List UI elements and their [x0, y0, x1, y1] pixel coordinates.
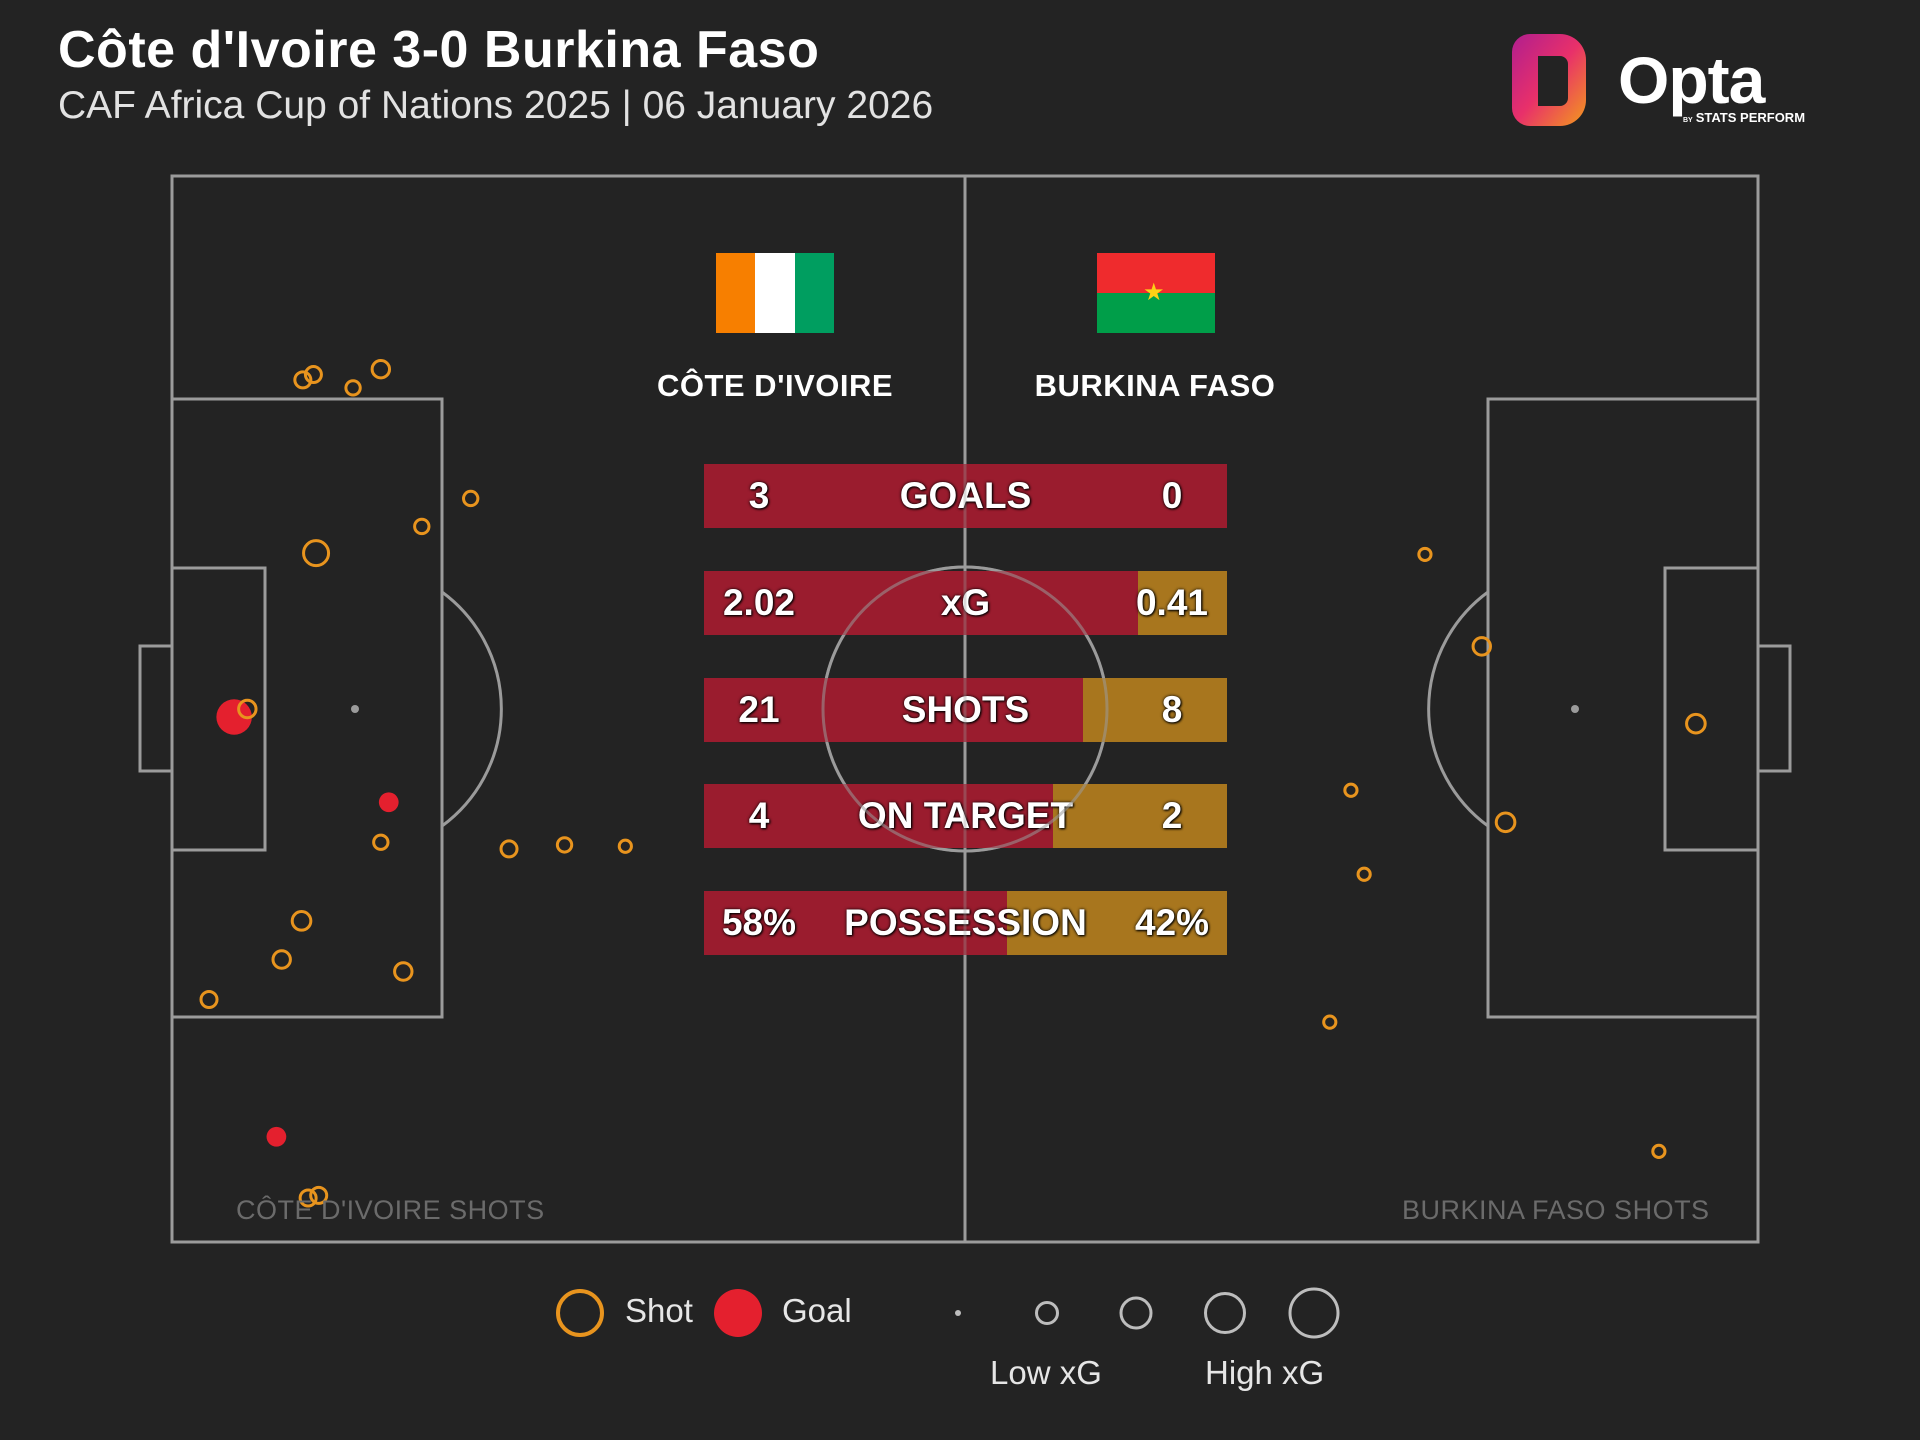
left-penalty-area: [170, 397, 444, 1019]
home-value: 4: [748, 795, 770, 836]
cote-divoire-flag: [716, 253, 834, 333]
shot-marker: [372, 833, 390, 851]
flag-band-green: [1097, 293, 1215, 333]
home-value: 21: [738, 689, 780, 730]
home-value: 2.02: [722, 582, 795, 623]
away-shots-label: BURKINA FASO SHOTS: [1402, 1195, 1710, 1225]
home-value: 58%: [721, 902, 797, 943]
shot-marker: [1322, 1014, 1338, 1030]
right-goal: [1756, 644, 1792, 773]
shot-marker: [499, 839, 519, 859]
shot-marker: [1343, 782, 1359, 798]
shot-marker: [309, 1185, 329, 1205]
opta-logo: Opta BY STATS PERFORM: [1508, 26, 1818, 136]
away-value: 2: [1161, 795, 1183, 836]
shot-marker: [237, 698, 258, 720]
page-title: Côte d'Ivoire 3-0 Burkina Faso: [58, 21, 820, 79]
home-value: 3: [748, 475, 770, 516]
shot-marker: [199, 989, 219, 1009]
shot-marker: [413, 517, 431, 536]
flag-band-red: [1097, 253, 1215, 293]
away-value: 42%: [1134, 902, 1210, 943]
legend: [556, 1287, 1340, 1339]
legend-goal-label: Goal: [782, 1292, 852, 1329]
stat-row-xg: 2.02 xG 0.41: [704, 571, 1227, 635]
left-goal: [138, 644, 174, 773]
flag-stripe-orange: [716, 253, 756, 333]
right-six-yard-box: [1663, 566, 1760, 852]
shot-marker: [1494, 811, 1517, 834]
away-value: 8: [1161, 689, 1183, 730]
shot-marker: [293, 370, 313, 390]
page-subtitle: CAF Africa Cup of Nations 2025 | 06 Janu…: [58, 84, 934, 127]
opta-tagline: BY STATS PERFORM: [1683, 110, 1806, 125]
stat-row-possession: 58% POSSESSION 42%: [704, 891, 1227, 955]
shot-marker: [617, 838, 633, 854]
away-team-name: BURKINA FASO: [1034, 368, 1276, 403]
shot-marker: [462, 489, 480, 508]
shot-marker: [1651, 1143, 1667, 1159]
right-penalty-area: [1486, 397, 1760, 1019]
away-share-bar: [1007, 891, 1227, 955]
shot-marker: [302, 539, 331, 568]
stat-label: xG: [940, 582, 991, 623]
goal-marker: [266, 1126, 287, 1147]
pitch-markings: [138, 174, 1792, 1244]
shot-marker: [1356, 866, 1372, 882]
legend-goal-marker: [714, 1289, 762, 1337]
right-penalty-spot: [1571, 705, 1579, 713]
home-team-name: CÔTE D'IVOIRE: [656, 368, 894, 403]
legend-shot-marker: [556, 1289, 604, 1337]
shot-marker: [1417, 546, 1433, 563]
legend-size-marker: [955, 1310, 961, 1316]
shot-marker: [1471, 636, 1492, 657]
stat-row-on-target: 4 ON TARGET 2: [704, 784, 1227, 848]
stat-label: SHOTS: [901, 689, 1030, 730]
stat-row-goals: 3 GOALS 0: [704, 464, 1227, 528]
legend-low-xg-label: Low xG: [990, 1354, 1102, 1391]
left-penalty-spot: [351, 705, 359, 713]
flag-star-icon: ★: [1143, 279, 1165, 306]
away-value: 0.41: [1135, 582, 1208, 623]
right-penalty-arc: [1427, 590, 1489, 828]
legend-shot-label: Shot: [625, 1292, 693, 1329]
opta-mark-icon: [1512, 34, 1586, 126]
stat-label: GOALS: [899, 475, 1032, 516]
home-shots-label: CÔTE D'IVOIRE SHOTS: [236, 1195, 545, 1225]
goal-marker: [378, 792, 399, 813]
legend-size-marker: [1288, 1287, 1340, 1339]
shot-marker: [555, 836, 574, 854]
burkina-faso-flag: ★: [1097, 253, 1215, 333]
left-penalty-arc: [441, 590, 503, 828]
legend-high-xg-label: High xG: [1205, 1354, 1325, 1391]
flag-stripe-green: [794, 253, 834, 333]
shot-marker: [393, 961, 414, 982]
legend-size-marker: [1204, 1292, 1246, 1334]
shot-marker: [290, 910, 313, 932]
stat-row-shots: 21 SHOTS 8: [704, 678, 1227, 742]
shot-marker: [344, 379, 362, 397]
shot-marker: [370, 359, 392, 380]
stat-label: ON TARGET: [857, 795, 1074, 836]
stat-label: POSSESSION: [844, 902, 1087, 943]
away-value: 0: [1161, 475, 1183, 516]
shot-marker: [303, 365, 323, 385]
flag-stripe-white: [755, 253, 795, 333]
shot-marker: [271, 949, 292, 970]
away-share-bar: [1138, 571, 1227, 635]
legend-size-marker: [1035, 1301, 1059, 1325]
goal-marker: [216, 699, 252, 735]
legend-size-marker: [1119, 1296, 1153, 1330]
shot-marker: [1685, 712, 1707, 735]
opta-wordmark: Opta: [1618, 43, 1765, 117]
shot-marker: [298, 1188, 318, 1208]
